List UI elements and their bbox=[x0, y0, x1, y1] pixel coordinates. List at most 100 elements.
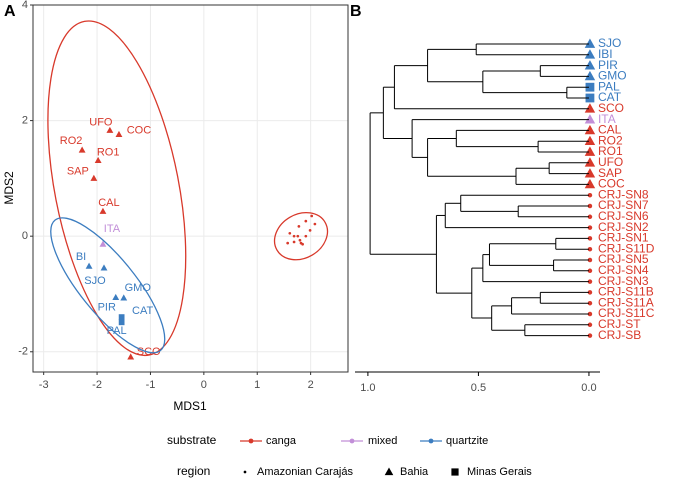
point bbox=[106, 126, 114, 133]
leaf-marker bbox=[584, 38, 596, 48]
leaf-label: RO1 bbox=[598, 144, 623, 158]
point-label: COC bbox=[127, 124, 152, 136]
legend-label: Minas Gerais bbox=[467, 466, 532, 478]
leaf-marker bbox=[584, 178, 596, 189]
point-label: BI bbox=[76, 251, 86, 263]
point bbox=[127, 353, 135, 360]
point bbox=[115, 130, 123, 137]
leaf-label: CAL bbox=[598, 123, 622, 137]
leaf-label: CRJ-SB bbox=[598, 328, 641, 342]
legend-key bbox=[451, 468, 459, 476]
leaf-label: GMO bbox=[598, 69, 627, 83]
leaf-label: CRJ-SN4 bbox=[598, 263, 649, 277]
y-tick-label: 4 bbox=[22, 0, 28, 11]
leaf-marker bbox=[584, 157, 596, 167]
point bbox=[299, 241, 303, 245]
point bbox=[118, 319, 125, 326]
point bbox=[286, 241, 290, 245]
leaf-marker bbox=[585, 82, 595, 92]
leaf-marker bbox=[584, 60, 596, 70]
leaf-label: PIR bbox=[598, 58, 618, 72]
point bbox=[292, 240, 296, 244]
point bbox=[304, 234, 308, 238]
x-axis-title: MDS1 bbox=[173, 399, 207, 413]
leaf-marker bbox=[584, 135, 596, 146]
legend-title: substrate bbox=[167, 433, 217, 447]
leaf-marker bbox=[587, 333, 593, 338]
x-tick-label: 0.5 bbox=[471, 382, 486, 394]
leaf-label: COC bbox=[598, 177, 625, 191]
leaf-marker bbox=[587, 225, 593, 230]
legend-label: canga bbox=[266, 435, 297, 447]
y-tick-label: -2 bbox=[18, 346, 28, 358]
x-tick-label: 0.0 bbox=[581, 382, 596, 394]
point bbox=[118, 314, 125, 320]
legend-label: mixed bbox=[368, 435, 397, 447]
ellipse bbox=[273, 211, 329, 261]
point bbox=[78, 146, 86, 153]
point bbox=[297, 225, 301, 228]
leaf-marker bbox=[587, 257, 593, 263]
leaf-label: CRJ-SN8 bbox=[598, 187, 649, 201]
leaf-marker bbox=[587, 279, 593, 284]
x-tick-label: -2 bbox=[92, 379, 102, 391]
legend-key bbox=[243, 470, 247, 474]
leaf-marker bbox=[587, 203, 593, 209]
point bbox=[308, 229, 312, 232]
leaf-label: CRJ-S11A bbox=[598, 295, 654, 309]
x-tick-label: 2 bbox=[308, 379, 314, 391]
legend-key bbox=[349, 438, 355, 444]
leaf-label: SJO bbox=[598, 36, 621, 50]
leaf-label: CRJ-SN1 bbox=[598, 231, 649, 245]
leaf-marker bbox=[584, 70, 596, 81]
point-label: CAL bbox=[98, 197, 119, 209]
point-label: GMO bbox=[125, 282, 152, 294]
leaf-marker bbox=[587, 290, 593, 295]
leaf-marker bbox=[584, 49, 596, 59]
leaf-label: PAL bbox=[598, 79, 620, 93]
leaf-label: RO2 bbox=[598, 133, 623, 147]
leaf-marker bbox=[584, 168, 596, 178]
leaf-marker bbox=[585, 93, 595, 103]
ellipse bbox=[50, 217, 166, 354]
point bbox=[298, 238, 302, 242]
legend-label: Amazonian Carajás bbox=[257, 466, 353, 478]
plot-border bbox=[32, 4, 349, 373]
point bbox=[85, 262, 93, 269]
x-tick-label: -1 bbox=[146, 379, 156, 391]
leaf-label: CRJ-ST bbox=[598, 317, 641, 331]
leaf-marker bbox=[587, 268, 593, 274]
leaf-marker bbox=[587, 214, 593, 220]
leaf-marker bbox=[584, 114, 596, 124]
y-tick-label: 2 bbox=[22, 114, 28, 126]
leaf-marker bbox=[584, 103, 596, 113]
plot-background bbox=[33, 5, 348, 372]
point bbox=[99, 240, 107, 247]
leaf-label: CRJ-S11C bbox=[598, 306, 655, 320]
legend-key bbox=[428, 438, 434, 444]
point-label: SAP bbox=[67, 165, 89, 177]
leaf-marker bbox=[587, 311, 593, 317]
leaf-label: CRJ-SN2 bbox=[598, 220, 649, 234]
leaf-marker bbox=[584, 124, 596, 135]
leaf-marker bbox=[587, 246, 593, 252]
leaf-label: CAT bbox=[598, 90, 622, 104]
leaf-label: CRJ-SN6 bbox=[598, 209, 649, 223]
x-tick-label: 1.0 bbox=[360, 382, 375, 394]
leaf-marker bbox=[587, 300, 593, 306]
leaf-label: CRJ-SN7 bbox=[598, 198, 649, 212]
leaf-label: UFO bbox=[598, 155, 623, 169]
leaf-label: CRJ-S11D bbox=[598, 241, 655, 255]
point bbox=[296, 234, 300, 238]
y-axis-title: MDS2 bbox=[2, 171, 16, 205]
legend-key bbox=[248, 438, 254, 444]
leaf-label: SCO bbox=[598, 101, 624, 115]
point bbox=[90, 174, 98, 181]
leaf-marker bbox=[587, 236, 593, 241]
point-label: SJO bbox=[84, 275, 106, 287]
point bbox=[100, 264, 108, 271]
leaf-label: IBI bbox=[598, 47, 613, 61]
point-label: CAT bbox=[132, 305, 153, 317]
leaf-label: CRJ-S11B bbox=[598, 285, 654, 299]
